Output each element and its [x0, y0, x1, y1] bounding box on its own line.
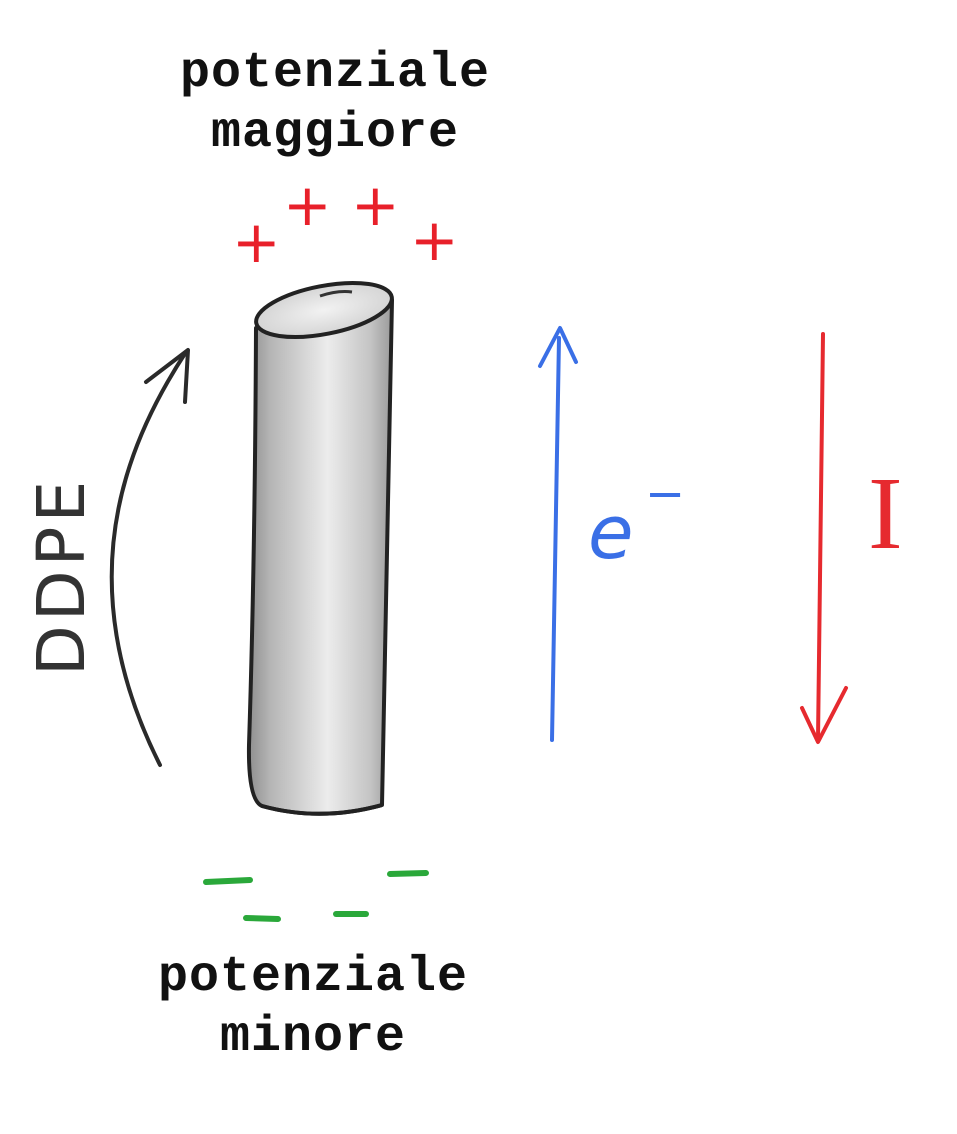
current-label: I — [868, 456, 903, 571]
positive-charges: + + + + — [232, 171, 459, 276]
negative-charge — [203, 877, 253, 885]
positive-charge: + — [351, 171, 400, 239]
positive-charge: + — [283, 171, 332, 239]
higher-potential-label: potenziale maggiore — [140, 44, 530, 164]
positive-charge: + — [232, 208, 281, 276]
electron-symbol: e — [588, 490, 634, 576]
negative-charge — [243, 915, 281, 922]
conductor-cylinder — [246, 281, 394, 816]
current-arrow — [800, 332, 848, 744]
lower-potential-line1: potenziale — [157, 949, 469, 1006]
negative-charges — [203, 870, 429, 922]
higher-potential-line2: maggiore — [210, 105, 460, 162]
positive-charge: + — [410, 206, 459, 274]
lower-potential-label: potenziale minore — [118, 948, 508, 1068]
electron-charge-sign: − — [645, 466, 685, 522]
ddpe-arrow — [109, 348, 190, 767]
negative-charge — [387, 870, 429, 877]
ddpe-label: DDPE — [23, 477, 100, 676]
lower-potential-line2: minore — [219, 1009, 407, 1066]
electron-label: e — [588, 490, 634, 576]
electron-flow-arrow — [538, 326, 578, 742]
higher-potential-line1: potenziale — [179, 45, 491, 102]
